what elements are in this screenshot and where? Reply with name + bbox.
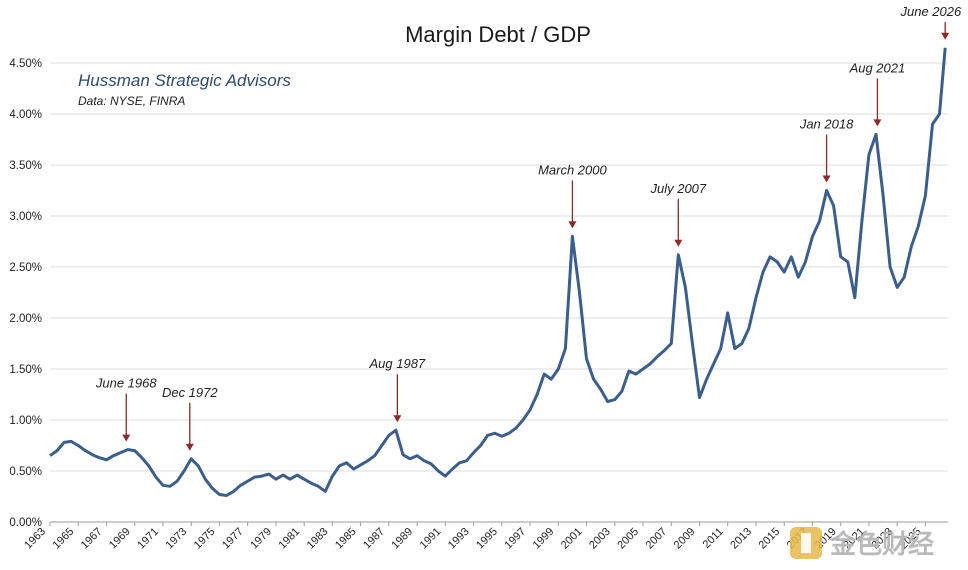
annotation-label: July 2007 — [649, 181, 706, 196]
x-tick-label: 2015 — [757, 526, 783, 552]
x-tick-label: 1987 — [361, 526, 387, 552]
y-tick-label: 0.50% — [9, 466, 42, 478]
annotations: June 1968 Dec 1972 Aug 1987 March 2000 July … — [95, 4, 962, 451]
annotation: Jan 2018 — [799, 117, 854, 183]
x-tick-label: 2013 — [728, 526, 754, 552]
x-tick-label: 1995 — [474, 526, 500, 552]
y-tick-label: 3.50% — [9, 160, 42, 172]
annotation-label: Dec 1972 — [162, 385, 218, 400]
source-title: Hussman Strategic Advisors — [78, 71, 291, 90]
gridlines — [50, 62, 948, 472]
y-axis-ticks: 0.00% 0.50% 1.00% 1.50% 2.00% 2.50% 3.00% 3.50%… — [9, 58, 42, 529]
x-tick-label: 1989 — [389, 526, 415, 552]
x-tick-label: 2009 — [672, 526, 698, 552]
y-tick-label: 2.50% — [9, 262, 42, 274]
x-tick-label: 2005 — [615, 526, 641, 552]
annotation-arrowhead-icon — [393, 415, 402, 423]
watermark-text: 金色财经 — [829, 529, 934, 559]
series-line — [49, 47, 947, 497]
y-tick-label: 4.50% — [9, 58, 42, 70]
x-tick-label: 1999 — [531, 526, 557, 552]
y-tick-label: 1.00% — [9, 415, 42, 427]
x-tick-label: 1971 — [135, 526, 161, 552]
y-tick-label: 4.00% — [9, 109, 42, 121]
annotation-label: Aug 1987 — [369, 356, 426, 371]
annotation-arrowhead-icon — [568, 221, 577, 229]
annotation: Aug 1987 — [369, 356, 426, 423]
x-tick-label: 1973 — [164, 526, 190, 552]
annotation: Aug 2021 — [849, 60, 906, 127]
x-tick-label: 1965 — [51, 526, 77, 552]
x-tick-label: 1969 — [107, 526, 133, 552]
chart-title: Margin Debt / GDP — [405, 22, 591, 47]
x-tick-label: 1977 — [220, 526, 246, 552]
source-note: Data: NYSE, FINRA — [78, 94, 185, 108]
annotation: March 2000 — [538, 162, 608, 229]
x-tick-label: 1979 — [248, 526, 274, 552]
x-tick-label: 2011 — [701, 526, 726, 551]
watermark: 金色财经 — [790, 527, 934, 559]
annotation: June 2026 — [900, 4, 962, 40]
annotation-label: June 1968 — [95, 376, 157, 391]
x-tick-label: 1975 — [192, 526, 218, 552]
annotation-label: June 2026 — [900, 4, 962, 19]
annotation: June 1968 — [95, 376, 157, 442]
y-tick-label: 1.50% — [9, 364, 42, 376]
annotation-label: March 2000 — [538, 162, 607, 177]
annotation-arrowhead-icon — [122, 434, 131, 442]
annotation-arrowhead-icon — [873, 119, 882, 127]
x-tick-label: 1981 — [276, 526, 302, 552]
annotation-arrowhead-icon — [822, 175, 831, 183]
x-tick-label: 1985 — [333, 526, 359, 552]
y-tick-label: 3.00% — [9, 211, 42, 223]
x-tick-label: 1997 — [502, 526, 528, 552]
watermark-logo-icon — [790, 527, 822, 559]
x-tick-label: 1967 — [79, 526, 105, 552]
x-tick-label: 2007 — [644, 526, 670, 552]
annotation-label: Jan 2018 — [799, 117, 854, 132]
x-tick-label: 1963 — [22, 526, 48, 552]
annotation-label: Aug 2021 — [849, 60, 906, 75]
x-axis-ticks: 1963 1965 1967 1969 1971 1973 1975 1977 1979 1981… — [22, 522, 926, 552]
y-tick-label: 2.00% — [9, 313, 42, 325]
annotation-arrowhead-icon — [941, 32, 950, 40]
x-tick-label: 2001 — [559, 526, 585, 552]
x-tick-label: 2003 — [587, 526, 613, 552]
x-tick-label: 1993 — [446, 526, 472, 552]
y-tick-label: 0.00% — [9, 517, 42, 529]
annotation-arrowhead-icon — [185, 443, 194, 451]
annotation: July 2007 — [649, 181, 707, 247]
annotation: Dec 1972 — [162, 385, 218, 451]
annotation-arrowhead-icon — [674, 239, 683, 247]
x-tick-label: 1983 — [305, 526, 331, 552]
x-tick-label: 1991 — [418, 526, 444, 552]
